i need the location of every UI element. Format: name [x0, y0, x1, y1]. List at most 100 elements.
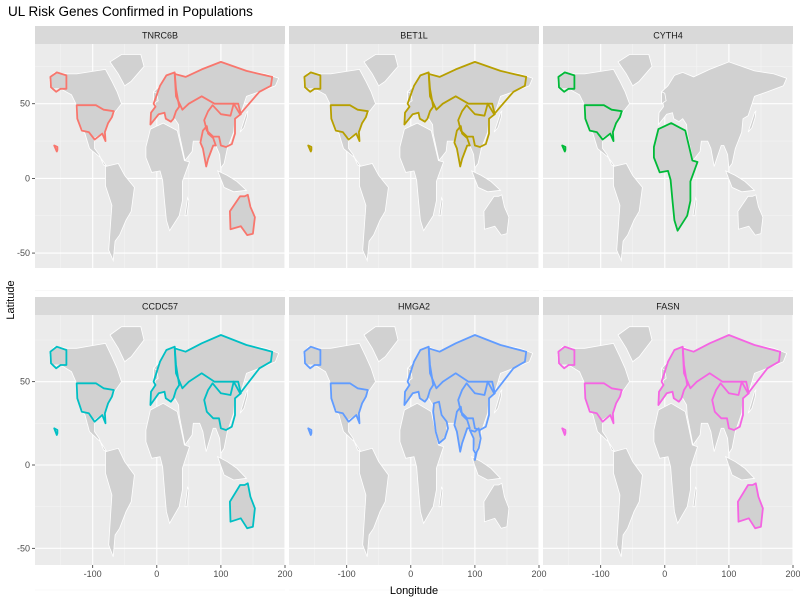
land-madagascar — [692, 196, 698, 217]
region-hawaii — [307, 144, 313, 153]
y-tick-label: 50 — [20, 99, 30, 109]
region-alaska — [49, 71, 68, 93]
x-tick-label: 0 — [408, 569, 413, 579]
land-madagascar — [184, 196, 190, 217]
region-hawaii — [53, 144, 59, 153]
facet-strip — [289, 297, 539, 315]
region-russia — [681, 334, 782, 395]
region-russia — [427, 334, 528, 395]
x-axis-title: Longitude — [390, 585, 438, 597]
land-africa — [145, 122, 191, 232]
region-hawaii — [561, 144, 567, 153]
region-alaska — [303, 71, 322, 93]
land-south-america — [613, 447, 643, 557]
land-greenland — [617, 54, 653, 87]
x-tick-label: 0 — [154, 569, 159, 579]
facet-strip — [35, 26, 285, 44]
land-eurasia — [657, 61, 788, 169]
region-india — [453, 125, 471, 168]
land-south-america — [359, 163, 389, 263]
land-greenland — [363, 326, 399, 363]
y-tick-label: 50 — [20, 377, 30, 387]
facet-panel-tnrc6b: TNRC6B — [35, 26, 286, 291]
x-tick-label: 100 — [213, 569, 228, 579]
region-middle-east — [432, 400, 449, 445]
region-alaska — [557, 345, 576, 370]
chart-title: UL Risk Genes Confirmed in Populations — [8, 4, 253, 19]
land-indonesia — [470, 455, 502, 481]
land-greenland — [109, 326, 145, 363]
land-indonesia — [216, 170, 248, 193]
region-usa — [329, 104, 369, 143]
region-australia — [228, 193, 256, 237]
y-tick-label: -50 — [17, 543, 30, 553]
x-tick-label: 0 — [662, 569, 667, 579]
region-china — [711, 380, 750, 431]
land-greenland — [617, 326, 653, 363]
region-hawaii — [561, 427, 567, 436]
facet-panel-bet1l: BET1L — [289, 26, 540, 291]
land-africa — [399, 122, 445, 232]
region-china — [203, 102, 242, 148]
region-australia — [737, 482, 764, 530]
land-africa — [399, 402, 445, 525]
land-south-america — [105, 163, 135, 263]
land-madagascar — [438, 486, 444, 508]
facet-panel-hmga2: HMGA2 — [289, 297, 540, 591]
facet-strip-label: CCDC57 — [142, 302, 178, 312]
region-russia — [173, 61, 274, 116]
land-australia — [483, 194, 510, 236]
facet-panel-fasn: FASN — [543, 297, 794, 591]
land-indonesia — [724, 455, 756, 481]
land-madagascar — [438, 196, 444, 217]
region-china — [203, 380, 242, 431]
land-japan — [747, 388, 757, 414]
facet-strip-label: HMGA2 — [398, 302, 430, 312]
region-usa — [583, 382, 623, 425]
land-australia — [483, 482, 510, 529]
land-japan — [747, 109, 757, 133]
region-russia — [427, 61, 528, 116]
facet-strip-label: CYTH4 — [653, 31, 683, 41]
region-alaska — [303, 345, 322, 370]
land-japan — [493, 388, 503, 414]
land-japan — [239, 388, 249, 414]
land-australia — [737, 194, 764, 236]
region-china — [457, 102, 496, 148]
land-africa — [653, 402, 699, 525]
x-tick-label: 100 — [721, 569, 736, 579]
region-alaska — [49, 345, 68, 370]
region-india — [199, 125, 217, 168]
land-indonesia — [470, 170, 502, 193]
y-axis-title: Latitude — [5, 280, 17, 319]
facet-panel-ccdc57: CCDC57 — [35, 297, 286, 591]
region-alaska — [557, 71, 576, 93]
region-usa — [329, 382, 369, 425]
x-tick-label: 200 — [531, 569, 546, 579]
land-indonesia — [724, 170, 756, 193]
land-madagascar — [692, 486, 698, 508]
facet-strip — [543, 297, 793, 315]
land-japan — [493, 109, 503, 133]
region-india — [453, 405, 471, 453]
facet-strip — [35, 297, 285, 315]
facet-strip-label: BET1L — [400, 31, 428, 41]
y-tick-label: 0 — [25, 173, 30, 183]
region-hawaii — [53, 427, 59, 436]
land-africa — [145, 402, 191, 525]
land-japan — [239, 109, 249, 133]
facet-panel-cyth4: CYTH4 — [543, 26, 794, 291]
x-tick-label: 100 — [467, 569, 482, 579]
facet-strip-label: FASN — [656, 302, 680, 312]
land-greenland — [109, 54, 145, 87]
x-tick-label: -100 — [84, 569, 102, 579]
region-china — [457, 380, 496, 431]
region-usa — [75, 382, 115, 425]
land-indonesia — [216, 455, 248, 481]
region-australia — [228, 482, 256, 530]
region-russia — [173, 334, 274, 395]
land-south-america — [359, 447, 389, 557]
region-usa — [75, 104, 115, 143]
land-uk — [661, 91, 667, 105]
